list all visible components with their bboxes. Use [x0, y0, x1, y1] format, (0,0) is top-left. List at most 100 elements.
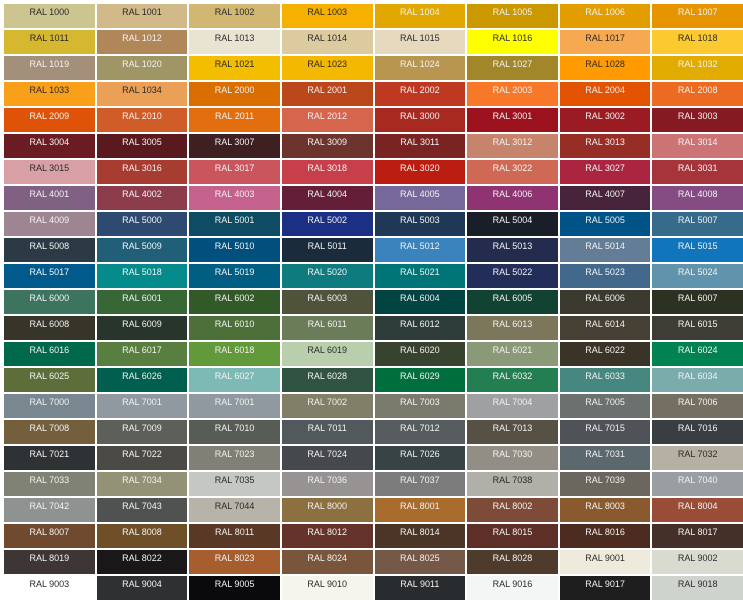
color-swatch: RAL 3014: [652, 134, 743, 158]
color-swatch: RAL 6007: [652, 290, 743, 314]
swatch-label: RAL 8003: [585, 501, 625, 511]
color-swatch: RAL 7031: [559, 446, 651, 470]
swatch-label: RAL 6006: [585, 293, 625, 303]
swatch-label: RAL 7016: [677, 423, 718, 433]
swatch-label: RAL 3016: [122, 163, 162, 173]
color-swatch: RAL 7008: [4, 420, 95, 444]
swatch-label: RAL 1016: [492, 33, 533, 43]
swatch-label: RAL 7044: [214, 501, 255, 511]
color-swatch: RAL 7009: [96, 420, 188, 444]
swatch-label: RAL 5022: [492, 267, 533, 277]
color-swatch: RAL 1000: [4, 4, 95, 28]
swatch-label: RAL 1021: [214, 59, 255, 69]
color-swatch: RAL 1033: [4, 82, 95, 106]
swatch-label: RAL 9005: [214, 579, 255, 589]
color-swatch: RAL 5008: [4, 238, 95, 262]
swatch-label: RAL 6029: [399, 371, 440, 381]
swatch-label: RAL 9004: [122, 579, 162, 589]
swatch-label: RAL 6022: [585, 345, 625, 355]
swatch-label: RAL 8023: [214, 553, 255, 563]
color-swatch: RAL 7023: [189, 446, 280, 470]
color-swatch: RAL 6002: [189, 290, 280, 314]
swatch-label: RAL 9016: [492, 579, 533, 589]
swatch-label: RAL 5021: [399, 267, 440, 277]
swatch-label: RAL 7037: [399, 475, 440, 485]
color-swatch: RAL 6020: [374, 342, 466, 366]
color-swatch: RAL 2003: [467, 82, 558, 106]
swatch-label: RAL 3009: [307, 137, 348, 147]
swatch-label: RAL 8019: [29, 553, 70, 563]
swatch-label: RAL 7002: [307, 397, 348, 407]
swatch-label: RAL 1006: [585, 7, 625, 17]
swatch-label: RAL 6033: [585, 371, 625, 381]
color-swatch: RAL 6004: [374, 290, 466, 314]
swatch-label: RAL 9017: [585, 579, 625, 589]
swatch-label: RAL 8025: [399, 553, 440, 563]
color-swatch: RAL 5012: [374, 238, 466, 262]
swatch-label: RAL 1007: [677, 7, 718, 17]
swatch-label: RAL 7001: [214, 397, 255, 407]
swatch-label: RAL 1018: [677, 33, 718, 43]
color-swatch: RAL 8028: [467, 550, 558, 574]
swatch-label: RAL 6009: [122, 319, 162, 329]
swatch-label: RAL 6026: [122, 371, 162, 381]
color-swatch: RAL 7012: [374, 420, 466, 444]
swatch-label: RAL 8002: [492, 501, 533, 511]
color-swatch: RAL 2001: [281, 82, 373, 106]
color-swatch: RAL 4006: [467, 186, 558, 210]
swatch-label: RAL 7039: [585, 475, 625, 485]
color-swatch: RAL 5003: [374, 212, 466, 236]
swatch-label: RAL 6000: [29, 293, 70, 303]
color-swatch: RAL 8004: [652, 498, 743, 522]
swatch-label: RAL 2010: [122, 111, 162, 121]
color-swatch: RAL 7011: [281, 420, 373, 444]
color-swatch: RAL 3003: [652, 108, 743, 132]
color-swatch: RAL 6028: [281, 368, 373, 392]
swatch-label: RAL 5007: [677, 215, 718, 225]
swatch-label: RAL 7022: [122, 449, 162, 459]
color-swatch: RAL 3001: [467, 108, 558, 132]
color-swatch: RAL 7001: [189, 394, 280, 418]
color-swatch: RAL 2011: [189, 108, 280, 132]
color-swatch: RAL 8016: [559, 524, 651, 548]
color-swatch: RAL 5019: [189, 264, 280, 288]
swatch-label: RAL 8007: [29, 527, 70, 537]
swatch-label: RAL 3002: [585, 111, 625, 121]
swatch-label: RAL 7038: [492, 475, 533, 485]
color-swatch: RAL 9017: [559, 576, 651, 600]
swatch-label: RAL 8017: [677, 527, 718, 537]
color-swatch: RAL 9011: [374, 576, 466, 600]
swatch-label: RAL 1015: [399, 33, 440, 43]
swatch-label: RAL 5019: [214, 267, 255, 277]
swatch-label: RAL 2002: [399, 85, 440, 95]
color-swatch: RAL 6008: [4, 316, 95, 340]
swatch-label: RAL 8015: [492, 527, 533, 537]
swatch-label: RAL 8024: [307, 553, 348, 563]
swatch-label: RAL 1014: [307, 33, 348, 43]
color-swatch: RAL 7024: [281, 446, 373, 470]
ral-color-chart: RAL 1000 RAL 1001 RAL 1002 RAL 1003 RAL 1004…: [4, 4, 743, 600]
color-swatch: RAL 7033: [4, 472, 95, 496]
swatch-label: RAL 6016: [29, 345, 70, 355]
color-swatch: RAL 1004: [374, 4, 466, 28]
color-swatch: RAL 1014: [281, 30, 373, 54]
color-swatch: RAL 9010: [281, 576, 373, 600]
swatch-label: RAL 8014: [399, 527, 440, 537]
color-swatch: RAL 5021: [374, 264, 466, 288]
swatch-label: RAL 7011: [307, 423, 347, 433]
color-swatch: RAL 7036: [281, 472, 373, 496]
swatch-label: RAL 7026: [399, 449, 440, 459]
swatch-label: RAL 2008: [677, 85, 718, 95]
color-swatch: RAL 3022: [467, 160, 558, 184]
swatch-label: RAL 7013: [492, 423, 533, 433]
swatch-label: RAL 1020: [122, 59, 162, 69]
swatch-label: RAL 5010: [214, 241, 255, 251]
swatch-label: RAL 6018: [214, 345, 255, 355]
swatch-label: RAL 1000: [29, 7, 70, 17]
swatch-label: RAL 8011: [215, 527, 255, 537]
swatch-label: RAL 6020: [399, 345, 440, 355]
color-swatch: RAL 8000: [281, 498, 373, 522]
color-swatch: RAL 9016: [467, 576, 558, 600]
swatch-label: RAL 7040: [677, 475, 718, 485]
swatch-label: RAL 2004: [585, 85, 625, 95]
